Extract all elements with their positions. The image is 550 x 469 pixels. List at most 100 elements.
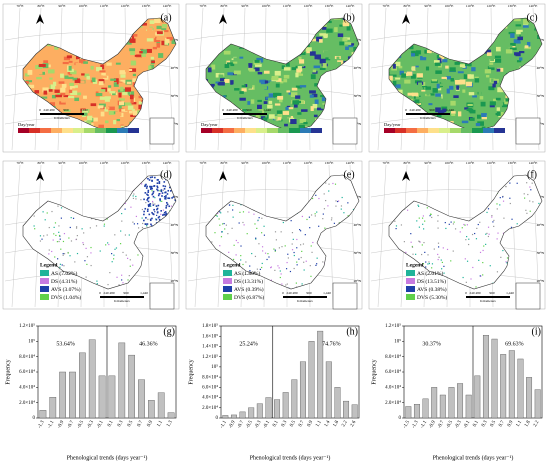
- map-pixel: [150, 229, 152, 231]
- map-pixel: [429, 215, 431, 217]
- map-pixel: [152, 46, 157, 50]
- map-pixel: [266, 258, 268, 261]
- map-panel: 70°E80°E90°E100°E110°E120°E130°E140°E50°…: [2, 4, 180, 153]
- colorbar-swatch: [267, 128, 278, 133]
- map-pixel: [361, 108, 366, 113]
- map-pixel: [348, 264, 350, 266]
- map-pixel: [424, 101, 432, 105]
- map-pixel: [162, 185, 165, 187]
- map-pixel: [70, 28, 76, 33]
- map-pixel: [98, 89, 105, 95]
- map-pixel: [424, 200, 426, 202]
- map-pixel: [395, 77, 401, 80]
- map-pixel: [34, 193, 36, 196]
- map-pixel: [218, 218, 220, 220]
- map-pixel: [137, 20, 141, 24]
- map-pixel: [469, 26, 475, 32]
- map-pixel: [463, 190, 465, 192]
- map-pixel: [37, 287, 39, 289]
- map-pixel: [446, 248, 449, 251]
- map-pixel: [218, 74, 224, 78]
- map-pixel: [494, 94, 499, 98]
- map-pixel: [488, 86, 495, 91]
- map-pixel: [245, 261, 247, 263]
- map-pixel: [106, 218, 108, 220]
- colorbar-swatch: [73, 128, 84, 133]
- map-pixel: [526, 230, 528, 233]
- map-pixel: [437, 83, 444, 86]
- map-pixel: [412, 51, 419, 57]
- map-pixel: [296, 247, 298, 249]
- map-pixel: [326, 126, 331, 130]
- map-pixel: [353, 46, 357, 52]
- map-pixel: [537, 27, 542, 32]
- map-pixel: [164, 211, 167, 213]
- map-pixel: [293, 203, 296, 205]
- map-pixel: [24, 70, 30, 73]
- map-pixel: [219, 78, 225, 82]
- map-pixel: [127, 257, 129, 259]
- graticule-line: [194, 7, 204, 151]
- map-pixel: [301, 71, 308, 74]
- map-pixel: [248, 18, 254, 20]
- map-pixel: [513, 18, 521, 22]
- map-pixel: [428, 125, 434, 128]
- map-pixel: [253, 271, 256, 273]
- map-pixel: [477, 223, 479, 226]
- map-pixel: [478, 22, 486, 26]
- x-tick-label: 0.5: [490, 420, 498, 428]
- map-pixel: [159, 273, 161, 275]
- legend-label: DVS (1.04%): [51, 294, 81, 301]
- map-pixel: [400, 224, 403, 226]
- longitude-label: 120°E: [487, 4, 496, 8]
- bar: [138, 379, 145, 419]
- map-pixel: [123, 198, 125, 200]
- x-tick-label: -0.5: [246, 420, 255, 430]
- x-tick-label: 0.9: [147, 420, 155, 428]
- map-pixel: [496, 68, 501, 72]
- map-pixel: [303, 261, 305, 263]
- annotation: 74.76%: [322, 341, 341, 347]
- map-pixel: [23, 48, 26, 52]
- map-pixel: [141, 183, 143, 185]
- map-pixel: [455, 79, 462, 85]
- map-pixel: [420, 106, 426, 111]
- map-pixel: [44, 102, 50, 107]
- map-pixel: [163, 181, 166, 183]
- map-pixel: [100, 203, 102, 205]
- map-pixel: [173, 215, 175, 218]
- map-pixel: [76, 234, 78, 237]
- map-pixel: [145, 113, 149, 117]
- map-pixel: [428, 262, 431, 265]
- map-pixel: [153, 208, 155, 211]
- map-pixel: [64, 75, 69, 79]
- longitude-label: 100°E: [262, 4, 271, 8]
- x-tick-label: 0.1: [473, 420, 481, 428]
- map-pixel: [525, 68, 529, 72]
- map-pixel: [27, 113, 35, 118]
- map-pixel: [110, 78, 117, 81]
- map-pixel: [43, 197, 45, 199]
- map-pixel: [78, 54, 86, 58]
- map-pixel: [49, 77, 53, 80]
- map-pixel: [515, 24, 522, 27]
- map-pixel: [159, 231, 161, 233]
- map-pixel: [306, 36, 314, 39]
- map-pixel: [71, 34, 76, 39]
- map-pixel: [103, 223, 106, 225]
- map-pixel: [301, 250, 303, 253]
- map-pixel: [331, 82, 337, 86]
- map-pixel: [90, 103, 97, 107]
- map-pixel: [163, 268, 165, 270]
- map-pixel: [394, 220, 396, 222]
- map-pixel: [158, 91, 163, 95]
- scale-label: 960: [429, 108, 435, 112]
- map-pixel: [169, 186, 171, 189]
- y-tick-label: 10⁵: [211, 364, 218, 370]
- map-pixel: [450, 221, 452, 223]
- map-pixel: [285, 284, 287, 286]
- scale-label: 1,440: [506, 291, 514, 296]
- map-pixel: [305, 197, 308, 200]
- map-pixel: [485, 243, 487, 245]
- map-pixel: [154, 272, 156, 275]
